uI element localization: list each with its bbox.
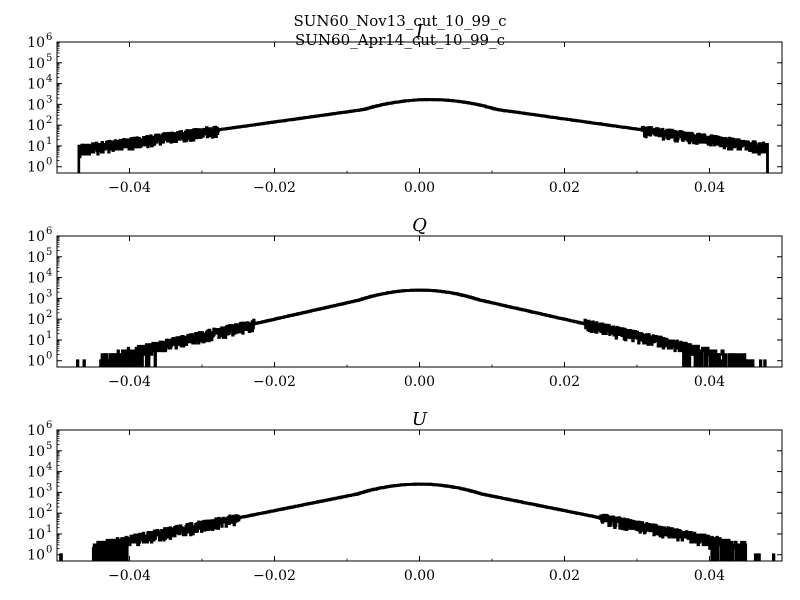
y-tick-exponent: 2: [46, 503, 52, 514]
x-tick-label: 0.00: [404, 568, 435, 584]
x-tick-label: 0.02: [549, 180, 580, 196]
y-tick-label: 10: [27, 118, 45, 134]
y-tick-label: 10: [27, 291, 45, 307]
y-tick-label: 10: [27, 139, 45, 155]
y-tick-label: 10: [27, 160, 45, 176]
y-tick-label: 10: [27, 97, 45, 113]
histogram-series-2: [57, 98, 782, 173]
y-tick-label: 10: [27, 465, 45, 481]
y-tick-label: 10: [27, 354, 45, 370]
y-tick-exponent: 2: [46, 115, 52, 126]
x-tick-label: 0.00: [404, 374, 435, 390]
y-tick-label: 10: [27, 548, 45, 564]
x-tick-label: −0.02: [253, 180, 296, 196]
y-tick-exponent: 2: [46, 309, 52, 320]
y-tick-label: 10: [27, 250, 45, 266]
panel-title: I: [415, 21, 424, 42]
y-tick-label: 10: [27, 77, 45, 93]
y-tick-label: 10: [27, 423, 45, 439]
x-tick-label: 0.04: [694, 180, 725, 196]
y-tick-exponent: 3: [46, 482, 52, 493]
y-tick-exponent: 0: [46, 351, 52, 362]
y-tick-exponent: 0: [46, 157, 52, 168]
y-tick-exponent: 5: [46, 441, 52, 452]
series-group: [57, 98, 782, 173]
y-tick-label: 10: [27, 56, 45, 72]
y-tick-exponent: 5: [46, 53, 52, 64]
series-group: [57, 288, 782, 367]
y-tick-exponent: 3: [46, 94, 52, 105]
panel-title: Q: [412, 215, 427, 236]
y-tick-label: 10: [27, 527, 45, 543]
x-tick-label: 0.00: [404, 180, 435, 196]
x-tick-label: −0.02: [253, 374, 296, 390]
y-tick-label: 10: [27, 333, 45, 349]
y-tick-exponent: 4: [46, 74, 52, 85]
x-tick-label: −0.04: [108, 568, 151, 584]
histogram-series-2: [57, 288, 782, 367]
x-tick-label: 0.04: [694, 568, 725, 584]
x-tick-label: 0.02: [549, 568, 580, 584]
y-tick-exponent: 0: [46, 545, 52, 556]
x-tick-label: −0.04: [108, 374, 151, 390]
y-tick-exponent: 6: [46, 226, 52, 237]
y-tick-label: 10: [27, 312, 45, 328]
y-tick-label: 10: [27, 444, 45, 460]
y-tick-exponent: 1: [46, 330, 52, 341]
y-tick-exponent: 5: [46, 247, 52, 258]
x-tick-label: −0.04: [108, 180, 151, 196]
panel-title: U: [412, 409, 428, 430]
series-group: [57, 482, 782, 561]
y-tick-label: 10: [27, 35, 45, 51]
x-tick-label: −0.02: [253, 568, 296, 584]
y-tick-exponent: 1: [46, 524, 52, 535]
x-tick-label: 0.04: [694, 374, 725, 390]
figure-title-line-1: SUN60_Nov13_cut_10_99_c: [293, 12, 506, 30]
y-tick-label: 10: [27, 271, 45, 287]
y-tick-label: 10: [27, 485, 45, 501]
y-tick-exponent: 4: [46, 268, 52, 279]
y-tick-label: 10: [27, 506, 45, 522]
y-tick-exponent: 4: [46, 462, 52, 473]
figure-title-line-2: SUN60_Apr14_cut_10_99_c: [295, 31, 505, 49]
histogram-series-2: [57, 482, 782, 561]
x-tick-label: 0.02: [549, 374, 580, 390]
y-tick-exponent: 6: [46, 32, 52, 43]
y-tick-exponent: 3: [46, 288, 52, 299]
y-tick-exponent: 1: [46, 136, 52, 147]
y-tick-label: 10: [27, 229, 45, 245]
y-tick-exponent: 6: [46, 420, 52, 431]
